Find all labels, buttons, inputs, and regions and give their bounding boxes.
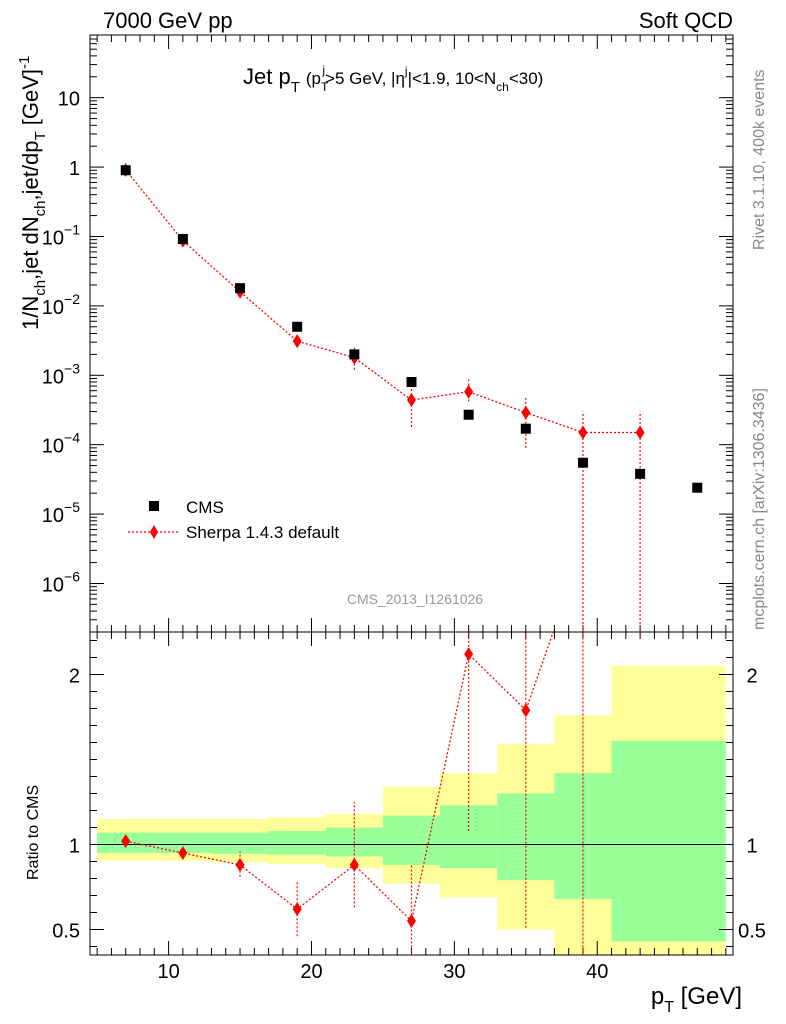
main-y-tick-label: 10 <box>58 89 80 111</box>
cms-point <box>463 409 474 420</box>
main-y-tick-label: 10−3 <box>42 360 80 388</box>
main-y-tick-label: 10−2 <box>42 291 80 319</box>
band-inner <box>154 832 212 853</box>
cms-point <box>577 457 588 468</box>
ratio-sherpa-point <box>292 902 302 917</box>
main-y-tick-label: 10−4 <box>42 430 80 458</box>
legend-marker-sherpa <box>150 525 158 539</box>
ratio-sherpa-point <box>407 914 416 928</box>
cms-point <box>406 377 417 388</box>
main-y-tick-labels: 10 1 10−1 10−2 10−3 10−4 10−5 10−6 <box>42 89 80 597</box>
band-inner <box>611 740 726 942</box>
x-tick-label: 30 <box>443 961 465 983</box>
main-title: Jet pT (pTj>5 GeV, |ηj|<1.9, 10<Nch<30) <box>243 63 543 96</box>
analysis-watermark: CMS_2013_I1261026 <box>347 591 483 607</box>
ratio-y-axis-label: Ratio to CMS <box>25 785 42 880</box>
ratio-y-tick-label-right: 1 <box>746 836 757 858</box>
cms-point <box>635 468 646 479</box>
main-axes <box>89 34 734 633</box>
ratio-y-tick-label: 0.5 <box>52 921 80 943</box>
x-tick-label: 40 <box>586 961 608 983</box>
band-inner <box>382 815 441 865</box>
cms-point <box>235 283 246 294</box>
main-series <box>120 162 703 632</box>
ratio-uncertainty-bands <box>97 666 726 955</box>
cms-point <box>349 349 360 360</box>
ratio-series <box>121 632 584 955</box>
x-tick-label: 20 <box>300 961 322 983</box>
sherpa-point <box>407 393 416 408</box>
main-frame <box>89 34 734 633</box>
ratio-y-tick-label-right: 2 <box>746 666 757 688</box>
legend: CMS Sherpa 1.4.3 default <box>128 498 339 542</box>
cms-point <box>520 423 531 434</box>
ratio-sherpa-point <box>178 846 188 860</box>
ratio-y-tick-label: 1 <box>69 836 80 858</box>
ratio-tick-labels: 0.5 0.5 1 1 2 2 10 20 30 40 <box>52 666 766 984</box>
x-axis-label: pT [GeV] <box>651 983 742 1016</box>
header-right: Soft QCD <box>639 8 733 33</box>
sherpa-line <box>125 169 641 434</box>
main-y-tick-label: 10−5 <box>42 499 80 527</box>
ratio-sherpa-point <box>521 703 531 718</box>
band-inner <box>497 793 555 881</box>
side-label-rivet: Rivet 3.1.10, 400k events <box>751 69 768 250</box>
x-tick-label: 10 <box>157 961 179 983</box>
header-left: 7000 GeV pp <box>103 8 233 33</box>
sherpa-point <box>292 334 302 349</box>
cms-point <box>692 482 703 493</box>
sherpa-point <box>578 425 588 440</box>
main-y-tick-label: 10−1 <box>42 221 80 249</box>
band-inner <box>554 773 612 899</box>
ratio-sherpa-point <box>235 857 245 872</box>
band-inner <box>440 805 498 869</box>
legend-label-cms: CMS <box>186 498 224 517</box>
sherpa-point <box>464 384 474 399</box>
band-inner <box>211 832 269 854</box>
ratio-sherpa-point <box>464 647 474 662</box>
legend-marker-cms <box>149 501 159 511</box>
ratio-y-tick-label-right: 0.5 <box>738 921 766 943</box>
cms-point <box>177 233 188 244</box>
cms-point <box>292 321 303 332</box>
ratio-sherpa-point <box>121 834 131 849</box>
main-y-tick-label: 10−6 <box>42 568 80 596</box>
main-y-tick-label: 1 <box>69 158 80 180</box>
sherpa-point <box>521 405 531 420</box>
side-label-mcplots: mcplots.cern.ch [arXiv:1306.3436] <box>751 388 768 630</box>
legend-label-sherpa: Sherpa 1.4.3 default <box>186 523 339 542</box>
sherpa-point <box>635 425 645 440</box>
band-inner <box>268 830 326 855</box>
main-y-axis-label: 1/Nch,jet dNch,jet/dpT [GeV]-1 <box>16 56 49 330</box>
ratio-y-tick-label: 2 <box>69 666 80 688</box>
ratio-sherpa-point <box>349 857 359 872</box>
cms-point <box>120 165 131 176</box>
